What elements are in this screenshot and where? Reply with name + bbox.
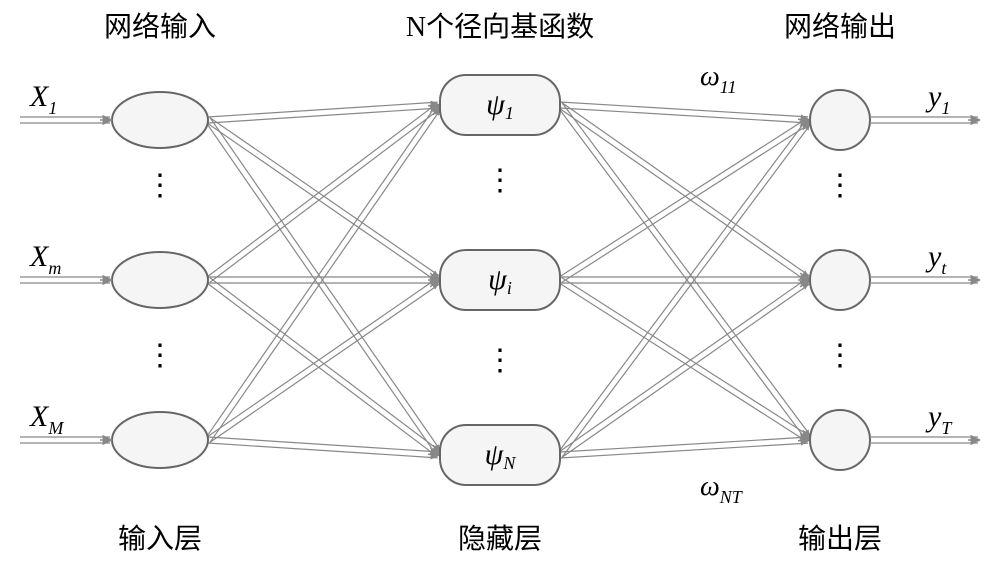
input-node-Xm — [112, 252, 208, 308]
output-label-y1: y1 — [925, 80, 950, 118]
edge-X1-psiN — [206, 118, 442, 455]
vdots-input-1: ⋮ — [145, 339, 175, 372]
out-arrow-yt — [870, 277, 980, 283]
edge-X1-psii — [206, 118, 440, 282]
input-node-X1 — [112, 92, 208, 148]
edge-psiN-yt — [558, 279, 810, 458]
edge-XM-psii — [206, 279, 440, 443]
output-node-yT — [810, 410, 870, 470]
edge-psiN-yT — [560, 437, 810, 458]
output-node-y1 — [810, 90, 870, 150]
edge-XM-psiN — [208, 437, 440, 458]
output-label-yT: yT — [925, 400, 953, 438]
edge-psi1-yt — [558, 103, 810, 282]
output-label-yt: yt — [925, 240, 947, 278]
edge-XM-psi1 — [206, 105, 442, 442]
bottom-label-input: 输入层 — [118, 523, 202, 555]
edge-psi1-y1 — [560, 102, 810, 123]
out-arrow-yT — [870, 437, 980, 443]
vdots-output-0: ⋮ — [825, 169, 855, 202]
in-arrow-XM — [20, 437, 112, 443]
top-label-output: 网络输出 — [784, 11, 896, 43]
edge-Xm-psi1 — [206, 104, 440, 283]
in-arrow-X1 — [20, 117, 112, 123]
out-arrow-y1 — [870, 117, 980, 123]
edge-Xm-psiN — [206, 278, 440, 457]
vdots-output-1: ⋮ — [825, 339, 855, 372]
input-label-XM: XM — [29, 400, 64, 438]
rbf-network-diagram: 网络输入 N个径向基函数 网络输出 输入层 隐藏层 输出层 ψ1ψiψN ⋮⋮⋮… — [0, 0, 1000, 572]
top-label-hidden: N个径向基函数 — [406, 11, 594, 43]
input-label-Xm: Xm — [29, 240, 61, 278]
edge-X1-psi1 — [208, 102, 440, 123]
edge-psiN-y1 — [558, 120, 812, 457]
weight-label-wNT: ωNT — [700, 471, 744, 507]
output-node-yt — [810, 250, 870, 310]
input-label-X1: X1 — [29, 80, 57, 118]
edge-psi1-yT — [558, 103, 812, 440]
bottom-label-hidden: 隐藏层 — [458, 523, 542, 555]
top-label-input: 网络输入 — [104, 11, 216, 43]
vdots-hidden-0: ⋮ — [485, 164, 515, 197]
bottom-label-output: 输出层 — [798, 523, 882, 555]
vdots-hidden-1: ⋮ — [485, 344, 515, 377]
weight-label-w11: ω11 — [700, 61, 736, 97]
input-node-XM — [112, 412, 208, 468]
vdots-input-0: ⋮ — [145, 169, 175, 202]
in-arrow-Xm — [20, 277, 112, 283]
